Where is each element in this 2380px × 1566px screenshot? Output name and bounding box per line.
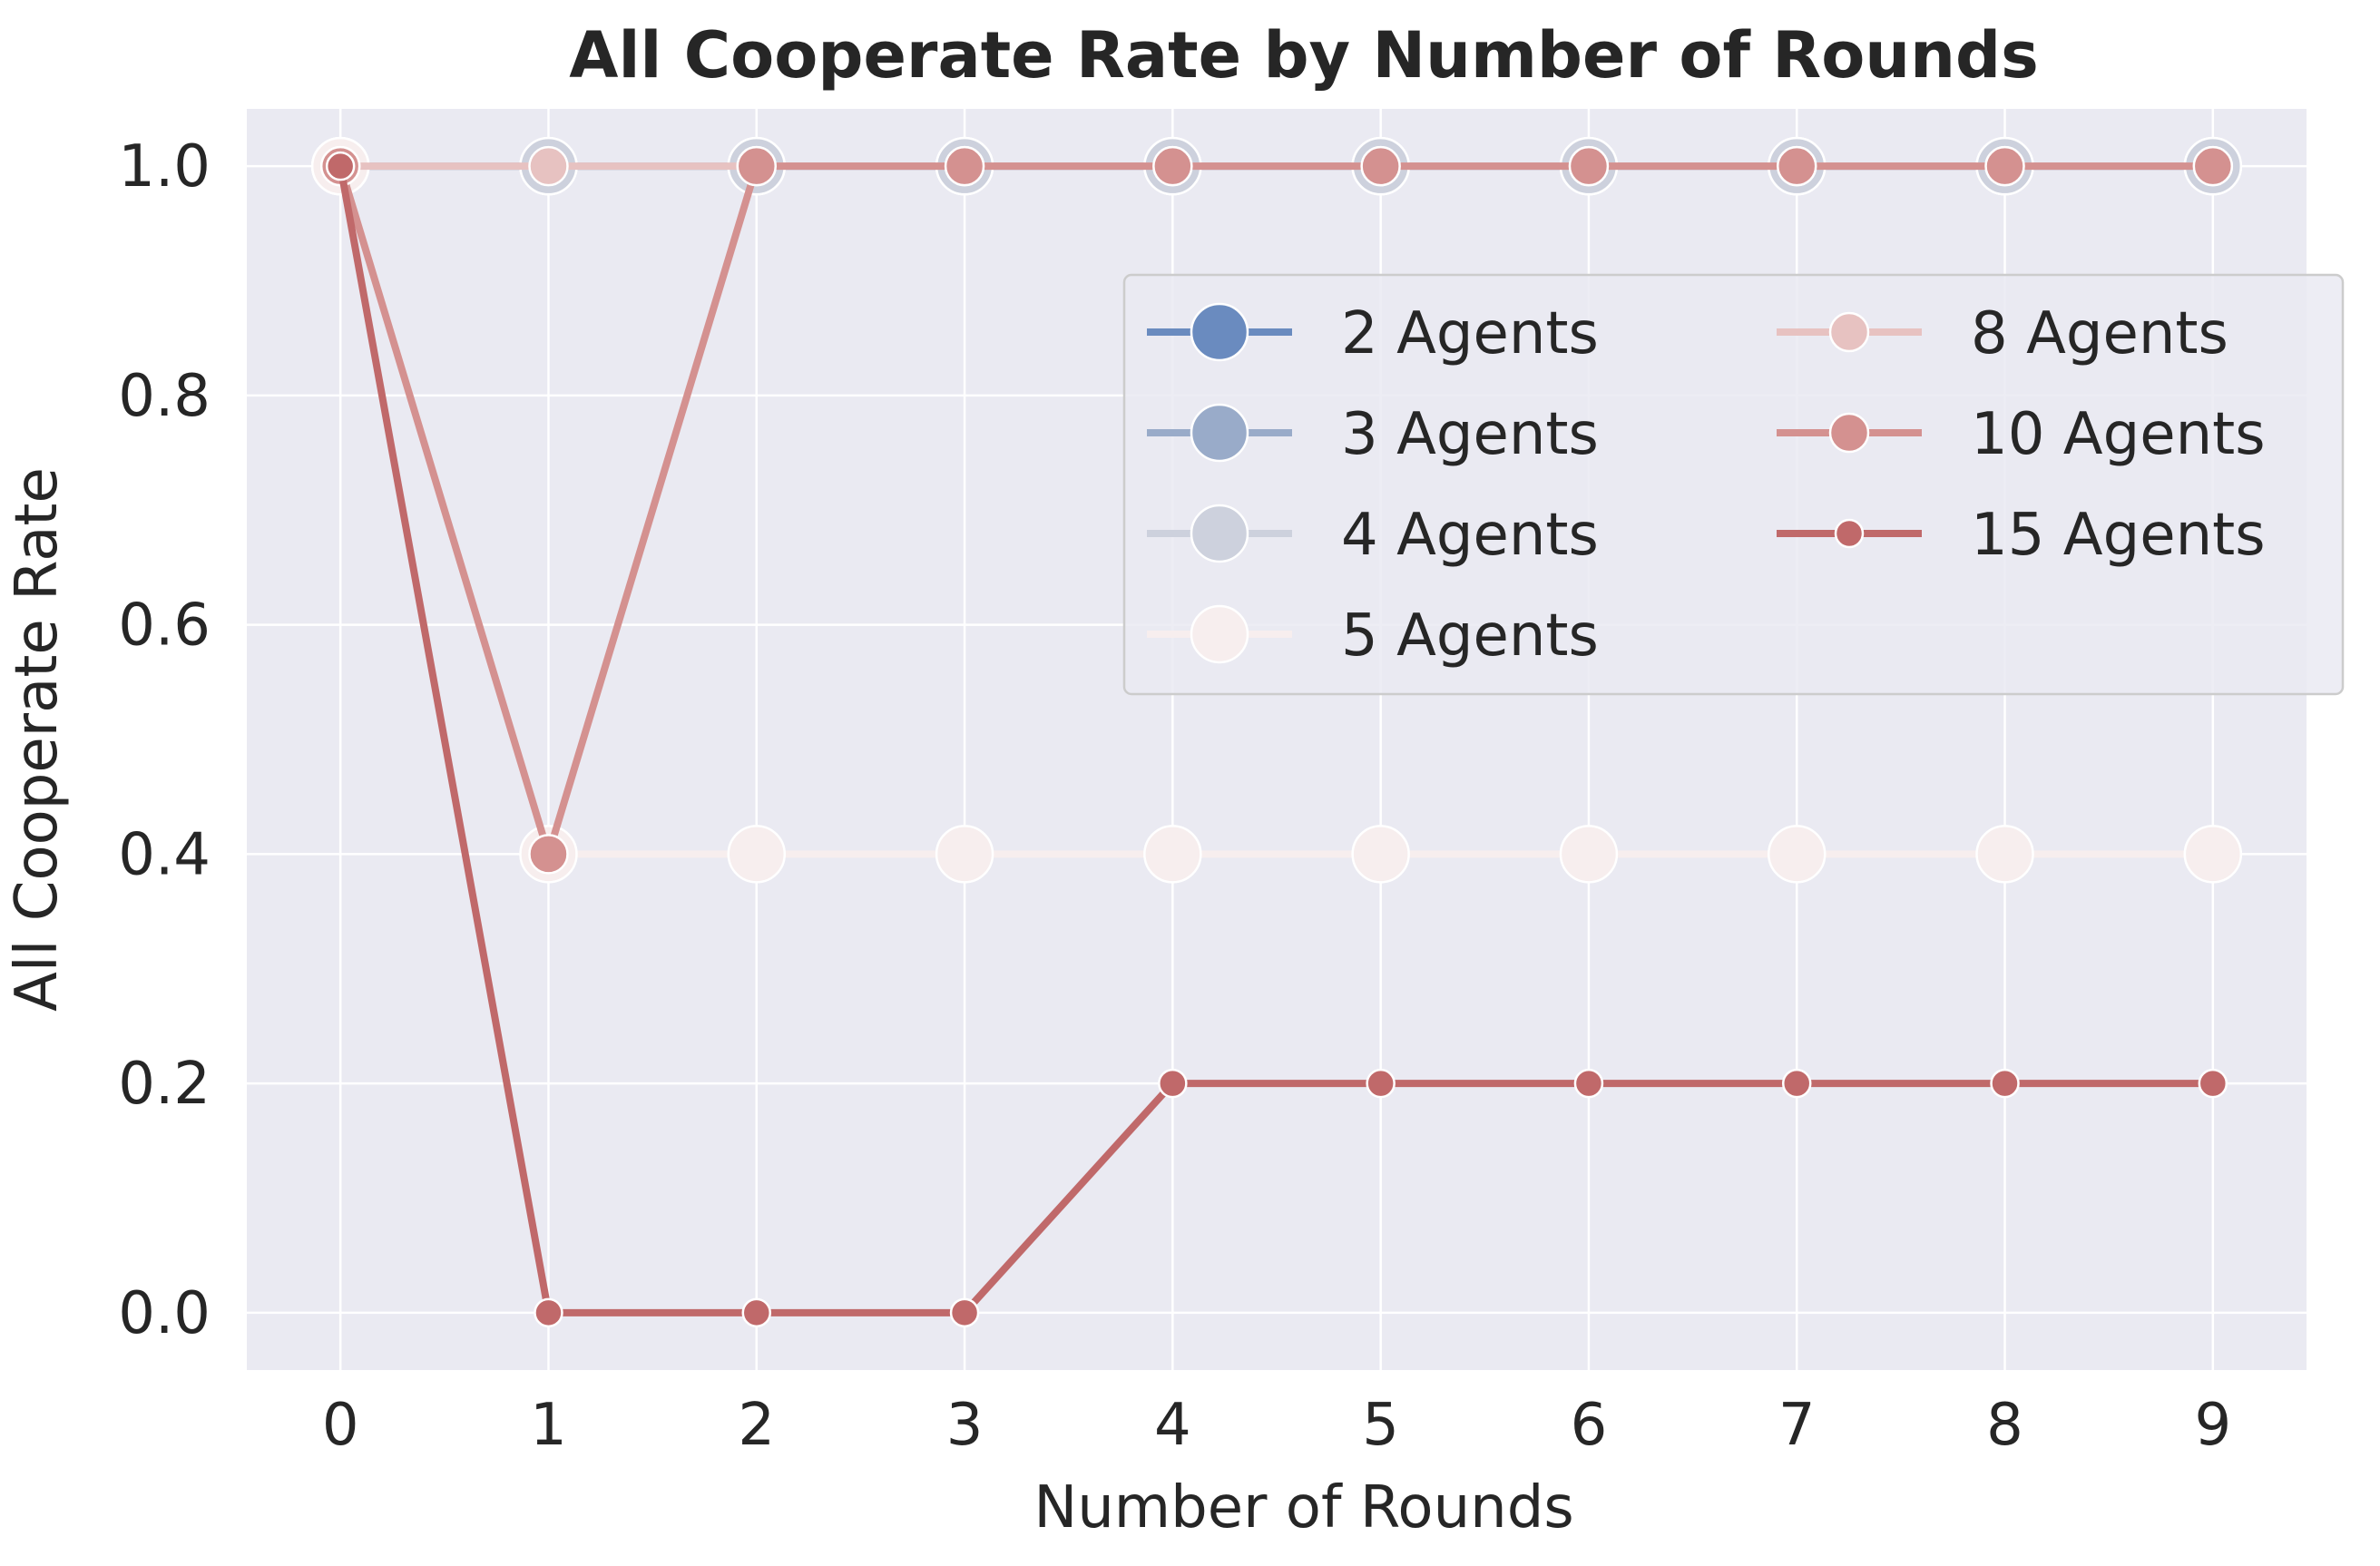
legend-marker (1828, 412, 1870, 454)
y-tick-label: 0.2 (118, 1051, 211, 1118)
legend-item: 10 Agents (1777, 401, 2266, 468)
series-15-agents (325, 151, 2228, 1328)
data-point (1975, 825, 2034, 884)
legend-marker (1190, 403, 1249, 463)
y-tick-label: 0.8 (118, 363, 211, 430)
y-tick-label: 0.4 (118, 821, 211, 888)
data-point (2198, 1068, 2228, 1099)
data-point (1152, 145, 1193, 187)
data-point (1158, 1068, 1188, 1099)
data-point (949, 1297, 980, 1328)
legend-item: 2 Agents (1147, 300, 1599, 367)
data-point (1360, 145, 1401, 187)
legend-marker (1190, 604, 1249, 664)
chart-title: All Cooperate Rate by Number of Rounds (569, 18, 2038, 93)
legend-frame (1122, 273, 2345, 696)
y-axis-label: All Cooperate Rate (4, 467, 71, 1012)
series-5-agents (310, 136, 2243, 884)
legend-label: 10 Agents (1971, 401, 2266, 468)
legend: 2 Agents 3 Agents 4 Agents 5 Agents 8 Agents… (1122, 273, 2345, 696)
data-point (1143, 825, 1202, 884)
legend-marker (1190, 504, 1249, 563)
data-point (944, 145, 985, 187)
x-tick-label: 2 (738, 1392, 775, 1459)
legend-marker (1828, 311, 1870, 353)
data-point (1776, 145, 1817, 187)
x-tick-label: 4 (1154, 1392, 1191, 1459)
legend-label: 2 Agents (1341, 300, 1599, 367)
data-point (1984, 145, 2025, 187)
y-axis-ticks: 0.0 0.2 0.4 0.6 0.8 1.0 (118, 133, 211, 1347)
y-tick-label: 0.0 (118, 1280, 211, 1347)
x-axis-ticks: 0 1 2 3 4 5 6 7 8 9 (322, 1392, 2231, 1459)
data-point (1351, 825, 1410, 884)
data-point (1767, 825, 1827, 884)
x-tick-label: 7 (1778, 1392, 1816, 1459)
x-tick-label: 1 (530, 1392, 567, 1459)
series-line (337, 165, 2213, 858)
series-layer (310, 136, 2243, 1328)
data-point (935, 825, 994, 884)
data-point (736, 145, 778, 187)
legend-label: 8 Agents (1971, 300, 2228, 367)
series-line (337, 165, 2213, 1316)
x-tick-label: 9 (2194, 1392, 2231, 1459)
data-point (325, 151, 356, 181)
legend-item: 8 Agents (1777, 300, 2228, 367)
data-point (534, 1297, 563, 1328)
legend-marker (1834, 518, 1865, 549)
y-tick-label: 0.6 (118, 592, 211, 660)
x-tick-label: 5 (1362, 1392, 1399, 1459)
legend-item: 5 Agents (1147, 602, 1599, 670)
x-tick-label: 0 (322, 1392, 359, 1459)
data-point (1990, 1068, 2020, 1099)
data-point (1559, 825, 1619, 884)
data-point (528, 834, 569, 875)
series-line (337, 162, 2213, 858)
legend-item: 3 Agents (1147, 401, 1599, 468)
x-tick-label: 3 (946, 1392, 984, 1459)
data-point (741, 1297, 772, 1328)
y-tick-label: 1.0 (118, 133, 211, 201)
data-point (2183, 825, 2243, 884)
legend-label: 4 Agents (1341, 502, 1599, 569)
data-point (1366, 1068, 1396, 1099)
data-point (1781, 1068, 1812, 1099)
data-point (727, 825, 787, 884)
data-point (1573, 1068, 1604, 1099)
data-point (1568, 145, 1610, 187)
legend-label: 15 Agents (1971, 502, 2266, 569)
legend-item: 15 Agents (1777, 502, 2266, 569)
data-point (528, 145, 569, 187)
data-point (2192, 145, 2234, 187)
x-axis-label: Number of Rounds (1033, 1474, 1573, 1542)
legend-label: 5 Agents (1341, 602, 1599, 670)
x-tick-label: 6 (1571, 1392, 1608, 1459)
legend-item: 4 Agents (1147, 502, 1599, 569)
legend-label: 3 Agents (1341, 401, 1599, 468)
legend-marker (1190, 302, 1249, 362)
x-tick-label: 8 (1986, 1392, 2023, 1459)
